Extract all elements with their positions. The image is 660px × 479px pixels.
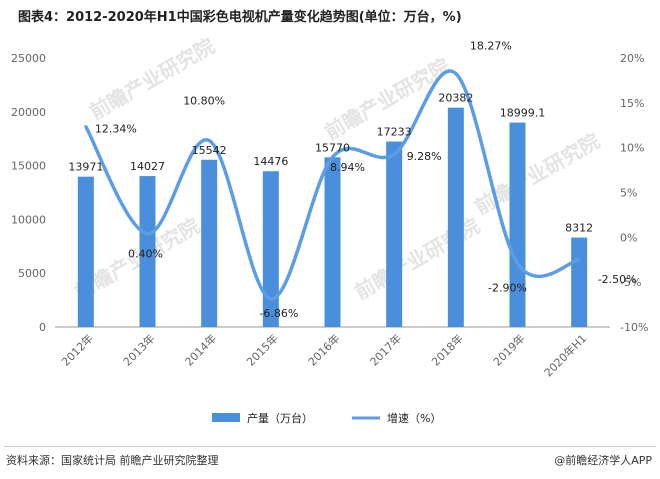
- x-tick-label: 2015年: [243, 331, 280, 368]
- watermark: 前瞻产业研究院: [86, 34, 219, 125]
- x-tick-label: 2017年: [367, 331, 404, 368]
- y-right-tick-label: 10%: [620, 142, 644, 155]
- source-note: 资料来源：国家统计局 前瞻产业研究院整理: [6, 454, 219, 467]
- bar-value-label: 15542: [192, 144, 227, 157]
- growth-point: [146, 232, 149, 236]
- bar: [571, 237, 588, 327]
- x-tick-label: 2019年: [490, 331, 527, 368]
- bar: [447, 107, 464, 327]
- bar-value-label: 20382: [438, 92, 473, 105]
- bars: [77, 107, 588, 327]
- growth-value-label: 18.27%: [470, 40, 512, 53]
- growth-value-label: -6.86%: [259, 307, 298, 320]
- legend-label-bar: 产量（万台）: [247, 411, 313, 425]
- growth-value-label: 12.34%: [95, 123, 137, 136]
- y-right-tick-label: 15%: [620, 97, 644, 110]
- y-right-tick-label: 20%: [620, 52, 644, 65]
- bar: [324, 157, 341, 327]
- x-tick-label: 2018年: [428, 331, 465, 368]
- bar-value-label: 15770: [315, 141, 350, 154]
- chart-title: 图表4：2012-2020年H1中国彩色电视机产量变化趋势图(单位：万台，%): [18, 10, 462, 25]
- growth-point: [331, 155, 334, 159]
- growth-point: [207, 138, 211, 142]
- growth-value-label: 0.40%: [128, 248, 163, 261]
- growth-value-label: 10.80%: [183, 94, 225, 107]
- bar-value-label: 14476: [253, 155, 288, 168]
- bar: [386, 141, 403, 327]
- x-tick-label: 2012年: [58, 331, 95, 368]
- growth-line: [84, 69, 581, 301]
- growth-value-label: -2.90%: [488, 281, 527, 294]
- growth-value-label: -2.50%: [598, 273, 637, 286]
- bar-value-label: 13971: [68, 161, 103, 174]
- bar-value-label: 18999.1: [500, 107, 546, 120]
- growth-point: [269, 297, 273, 301]
- bar-value-label: 8312: [565, 222, 593, 235]
- growth-point: [577, 258, 581, 262]
- growth-point: [84, 125, 88, 129]
- brand-credit: @前瞻经济学人APP: [554, 454, 652, 467]
- legend: 产量（万台） 增速（%）: [212, 411, 441, 425]
- bar: [77, 176, 94, 327]
- y-left-tick-label: 15000: [11, 160, 46, 173]
- x-tick-label: 2013年: [120, 331, 157, 368]
- growth-point: [454, 72, 458, 76]
- legend-swatch-bar: [212, 413, 240, 422]
- legend-label-line: 增速（%）: [387, 411, 441, 425]
- y-left-tick-label: 20000: [11, 106, 46, 119]
- bar: [201, 159, 218, 327]
- y-right-tick-label: -5%: [620, 276, 641, 289]
- x-tick-label: 2014年: [182, 331, 219, 368]
- y-right-tick-label: -10%: [620, 321, 648, 334]
- y-right-tick-label: 5%: [620, 187, 637, 200]
- y-right-tick-label: 0%: [620, 231, 637, 244]
- growth-value-label: 9.28%: [407, 150, 442, 163]
- data-labels: 13971 14027 15542 14476 15770 17233 20382 18999…: [68, 40, 636, 320]
- y-left-tick-label: 5000: [18, 267, 46, 280]
- x-tick-label: 2016年: [305, 331, 342, 368]
- growth-value-label: 8.94%: [330, 161, 365, 174]
- y-left-tick-label: 0: [39, 321, 46, 334]
- bar: [509, 122, 526, 327]
- bar-value-label: 17233: [377, 126, 412, 139]
- y-left-tick-label: 10000: [11, 213, 46, 226]
- growth-point: [392, 152, 396, 156]
- bar-value-label: 14027: [130, 160, 165, 173]
- x-tick-label: 2020年H1: [541, 331, 589, 379]
- y-left-tick-label: 25000: [11, 52, 46, 65]
- growth-line-path: [84, 69, 580, 301]
- footer-divider: [4, 446, 656, 447]
- bar: [262, 171, 279, 327]
- growth-point: [516, 261, 519, 265]
- bar: [139, 176, 156, 327]
